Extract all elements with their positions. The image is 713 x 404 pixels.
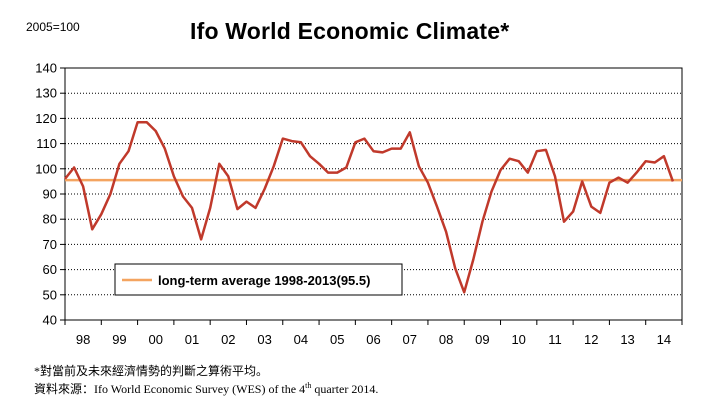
legend-label: long-term average 1998-2013(95.5) [158,273,370,288]
footnote-source-text: 資料來源：Ifo World Economic Survey (WES) of … [34,382,306,396]
chart-title: Ifo World Economic Climate* [190,18,510,44]
x-tick-label: 08 [439,332,453,347]
footnote-definition: *對當前及未來經濟情勢的判斷之算術平均。 [34,364,269,378]
x-tick-label: 06 [366,332,380,347]
legend: long-term average 1998-2013(95.5) [114,263,403,296]
y-tick-label: 120 [35,111,57,126]
y-tick-label: 130 [35,86,57,101]
base-year-label: 2005=100 [26,20,80,34]
y-tick-label: 50 [43,287,57,302]
y-tick-label: 40 [43,313,57,328]
x-tick-label: 12 [584,332,598,347]
y-tick-label: 60 [43,262,57,277]
x-tick-label: 01 [185,332,199,347]
x-tick-label: 00 [149,332,163,347]
x-tick-label: 11 [548,332,562,347]
footnote-source: 資料來源：Ifo World Economic Survey (WES) of … [34,380,378,397]
y-axis-ticks: 40 50 60 70 80 90 100 110 120 130 140 [35,61,65,328]
y-tick-label: 140 [35,61,57,76]
y-tick-label: 70 [43,237,57,252]
x-tick-label: 05 [330,332,344,347]
x-tick-label: 13 [620,332,634,347]
climate-series-line [64,120,675,294]
x-tick-label: 98 [76,332,90,347]
y-tick-label: 90 [43,187,57,202]
y-tick-label: 80 [43,212,57,227]
x-tick-label: 07 [403,332,417,347]
y-tick-label: 110 [36,136,57,151]
x-tick-label: 03 [257,332,271,347]
footnote-source-superscript: th [305,381,312,390]
x-tick-label: 99 [112,332,126,347]
legend-box [114,263,403,296]
x-tick-label: 09 [475,332,489,347]
x-tick-label: 04 [294,332,308,347]
x-tick-label: 14 [657,332,671,347]
x-tick-label: 10 [511,332,525,347]
footnote-source-suffix: quarter 2014. [311,382,379,396]
y-tick-label: 100 [35,161,57,176]
x-axis-ticks: 98 99 00 01 02 03 04 05 06 07 08 09 10 11 12 13 14 [64,320,683,347]
x-tick-label: 02 [221,332,235,347]
